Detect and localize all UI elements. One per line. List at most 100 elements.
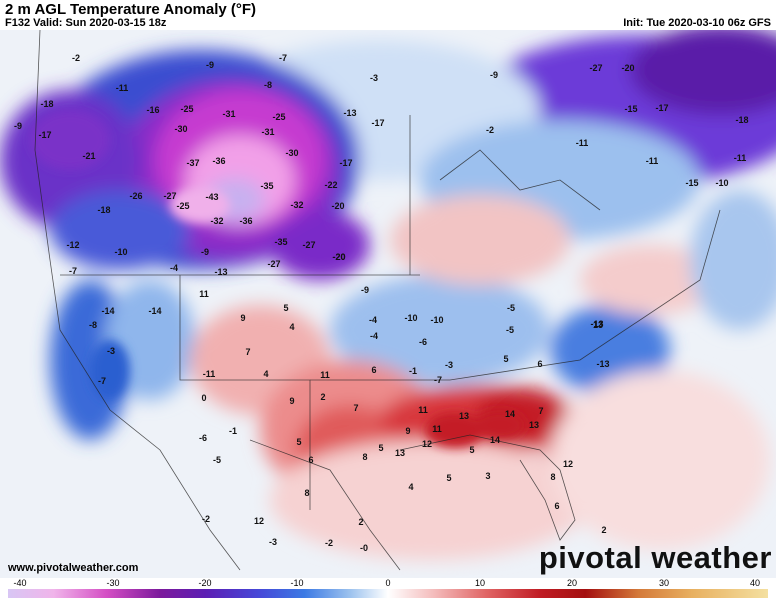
scale-tick: 10 [474,578,486,588]
anomaly-label: -36 [212,156,226,166]
scale-tick: 40 [749,578,761,588]
map-title: 2 m AGL Temperature Anomaly (°F) [5,1,257,18]
anomaly-label: -32 [290,200,304,210]
anomaly-label: -27 [302,240,316,250]
website-url: www.pivotalweather.com [8,562,139,574]
anomaly-label: 11 [199,289,209,299]
anomaly-label: -20 [331,201,345,211]
anomaly-label: -10 [430,315,444,325]
anomaly-label: -9 [13,121,23,131]
anomaly-label: -30 [174,124,188,134]
anomaly-label: 12 [562,459,574,469]
anomaly-label: 5 [283,303,289,313]
anomaly-label: 13 [458,411,470,421]
anomaly-label: 13 [528,420,540,430]
anomaly-label: -4 [169,263,179,273]
anomaly-label: -15 [624,104,638,114]
anomaly-label: 5 [446,473,452,483]
anomaly-label: 4 [289,322,295,332]
anomaly-label: -25 [180,104,194,114]
anomaly-label: -36 [239,216,253,226]
anomaly-label: -27 [267,259,281,269]
anomaly-label: -7 [68,266,78,276]
anomaly-label: -7 [278,53,288,63]
anomaly-label: -10 [114,247,128,257]
anomaly-label: 12 [253,516,265,526]
anomaly-label: -5 [506,303,516,313]
anomaly-label: -17 [38,130,52,140]
anomaly-label: -11 [202,369,216,379]
anomaly-label: -3 [106,346,116,356]
anomaly-label: -6 [418,337,428,347]
scale-tick: -10 [290,578,304,588]
anomaly-label: 5 [503,354,509,364]
anomaly-label: -31 [261,127,275,137]
color-scale-bar [8,589,768,598]
anomaly-label: 11 [418,405,428,415]
anomaly-label: -15 [685,178,699,188]
anomaly-label: -18 [97,205,111,215]
anomaly-label: -11 [115,83,129,93]
anomaly-label: -17 [655,103,669,113]
anomaly-label: 6 [554,501,560,511]
anomaly-label: 14 [489,435,501,445]
anomaly-label: 7 [353,403,359,413]
anomaly-label: 5 [378,443,384,453]
anomaly-label: 6 [308,455,314,465]
anomaly-label: -14 [101,306,115,316]
scale-tick: -40 [13,578,27,588]
anomaly-label: -9 [200,247,210,257]
header: 2 m AGL Temperature Anomaly (°F) F132 Va… [0,0,776,30]
anomaly-label: -5 [505,325,515,335]
anomaly-label: 11 [320,370,330,380]
anomaly-label: 3 [485,471,491,481]
anomaly-label: -3 [268,537,278,547]
anomaly-label: -35 [274,237,288,247]
anomaly-label: 5 [296,437,302,447]
anomaly-label: 7 [245,347,251,357]
anomaly-label: -21 [82,151,96,161]
anomaly-label: -0 [359,543,369,553]
anomaly-label: -13 [590,319,604,329]
anomaly-label: -37 [186,158,200,168]
anomaly-label: -3 [444,360,454,370]
anomaly-label: -12 [66,240,80,250]
anomaly-label: -43 [205,192,219,202]
anomaly-label: -3 [369,73,379,83]
anomaly-label: -2 [201,514,211,524]
valid-time: F132 Valid: Sun 2020-03-15 18z [5,17,167,29]
anomaly-label: 4 [408,482,414,492]
anomaly-label: -18 [735,115,749,125]
anomaly-field [0,30,776,578]
anomaly-label: -8 [88,320,98,330]
anomaly-label: -13 [343,108,357,118]
anomaly-label: -25 [176,201,190,211]
anomaly-label: -20 [332,252,346,262]
anomaly-label: 11 [432,424,442,434]
scale-tick: 0 [385,578,391,588]
anomaly-label: -1 [408,366,418,376]
anomaly-label: -4 [368,315,378,325]
anomaly-label: -20 [332,252,346,262]
scale-tick: 20 [566,578,578,588]
anomaly-label: -8 [263,80,273,90]
anomaly-label: 9 [405,426,411,436]
anomaly-label: 13 [394,448,406,458]
anomaly-label: -5 [212,455,222,465]
anomaly-label: 2 [601,525,607,535]
anomaly-label: -9 [360,285,370,295]
anomaly-label: -11 [575,138,589,148]
anomaly-label: -11 [645,156,659,166]
anomaly-label: -26 [129,191,143,201]
anomaly-label: -7 [97,376,107,386]
scale-tick: -30 [106,578,120,588]
anomaly-label: 13 [592,320,604,330]
anomaly-label: -27 [163,191,177,201]
anomaly-label: -13 [214,267,228,277]
anomaly-label: -16 [146,105,160,115]
anomaly-label: -22 [324,180,338,190]
scale-tick: 30 [658,578,670,588]
anomaly-label: -7 [433,375,443,385]
anomaly-label: -30 [285,148,299,158]
anomaly-label: -17 [371,118,385,128]
